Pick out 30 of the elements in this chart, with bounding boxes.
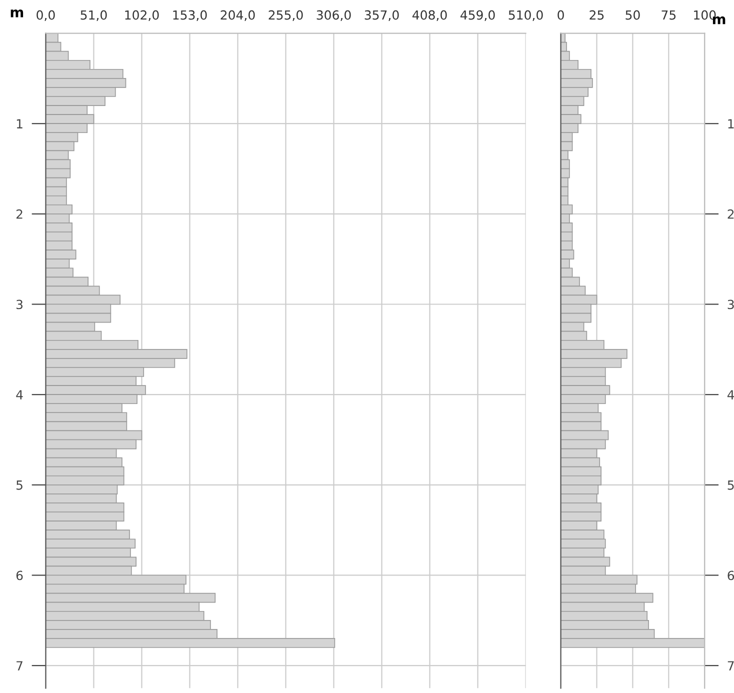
y-tick-label: 6	[728, 570, 734, 580]
y-tick-label: 7	[16, 661, 22, 670]
x-tick-label: 408,0	[412, 10, 447, 22]
x-tick-label: 306,0	[316, 10, 351, 22]
y-tick-label: 3	[728, 300, 734, 310]
y-tick-label: 4	[727, 390, 734, 400]
x-tick-label: 357,0	[364, 10, 399, 22]
x-tick-label: 0,0	[36, 10, 55, 22]
y-tick-label: 1	[728, 119, 734, 128]
x-tick-label: 51,0	[80, 10, 107, 22]
y-tick-label: 4	[16, 390, 23, 400]
x-tick-label: 0	[558, 10, 564, 20]
x-tick-label: 75	[662, 10, 676, 20]
x-tick-label: 50	[626, 10, 640, 20]
x-tick-label: 204,0	[220, 10, 255, 22]
x-tick-label: 255,0	[268, 10, 303, 22]
y-tick-label: 6	[16, 570, 23, 580]
x-tick-label: 459,0	[460, 10, 495, 22]
y-axis-title: m	[10, 10, 24, 18]
y-tick-label: 5	[728, 480, 734, 490]
y-tick-label: 1	[16, 119, 22, 128]
x-tick-label: 102,0	[125, 10, 159, 22]
y-tick-label: 2	[728, 209, 734, 219]
x-tick-label: 510,0	[508, 10, 543, 22]
y-tick-label: 3	[16, 300, 23, 310]
x-tick-label: 153,0	[173, 10, 207, 22]
y-tick-label: 5	[16, 480, 22, 490]
y-tick-label: 7	[728, 661, 734, 670]
x-tick-label: 25	[590, 10, 604, 20]
y-tick-label: 2	[16, 209, 22, 219]
